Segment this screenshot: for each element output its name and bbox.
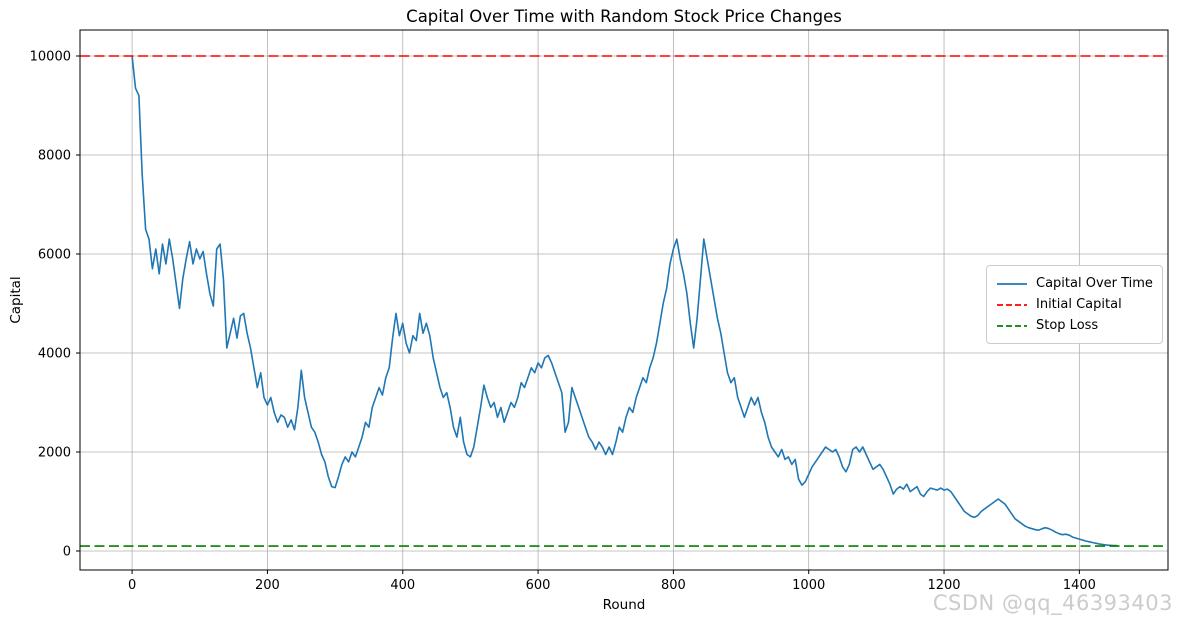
watermark: CSDN @qq_46393403 bbox=[932, 591, 1173, 615]
legend-swatch-initial-capital-line bbox=[997, 303, 1027, 306]
legend-swatch-capital-line bbox=[997, 282, 1027, 285]
capital-over-time-line bbox=[131, 55, 1118, 547]
x-tick-label: 600 bbox=[526, 578, 551, 593]
legend: Capital Over Time Initial Capital Stop L… bbox=[986, 265, 1163, 344]
x-tick-label: 800 bbox=[661, 578, 686, 593]
legend-item-initial-capital: Initial Capital bbox=[996, 294, 1152, 315]
y-tick-label: 0 bbox=[63, 544, 71, 559]
y-tick-label: 2000 bbox=[38, 445, 71, 460]
y-tick-label: 6000 bbox=[38, 247, 71, 262]
x-axis-label: Round bbox=[602, 597, 646, 613]
legend-item-capital: Capital Over Time bbox=[996, 273, 1153, 294]
x-tick-label: 1200 bbox=[927, 578, 960, 593]
x-tick-label: 1000 bbox=[792, 578, 825, 593]
legend-label-initial-capital: Initial Capital bbox=[1036, 297, 1122, 312]
x-tick-label: 400 bbox=[390, 578, 415, 593]
axes-spines bbox=[79, 29, 1169, 571]
x-tick-label: 0 bbox=[128, 578, 136, 593]
chart-title: Capital Over Time with Random Stock Pric… bbox=[406, 7, 842, 26]
legend-label-capital: Capital Over Time bbox=[1036, 276, 1153, 291]
y-tick-label: 8000 bbox=[38, 148, 71, 163]
x-tick-label: 200 bbox=[255, 578, 280, 593]
x-tick-label: 1400 bbox=[1063, 578, 1096, 593]
y-tick-label: 10000 bbox=[30, 49, 71, 64]
legend-item-stop-loss: Stop Loss bbox=[996, 315, 1152, 336]
legend-label-stop-loss: Stop Loss bbox=[1036, 318, 1099, 333]
legend-swatch-stop-loss-line bbox=[997, 324, 1027, 327]
y-tick-label: 4000 bbox=[38, 346, 71, 361]
y-axis-label: Capital bbox=[8, 276, 24, 324]
